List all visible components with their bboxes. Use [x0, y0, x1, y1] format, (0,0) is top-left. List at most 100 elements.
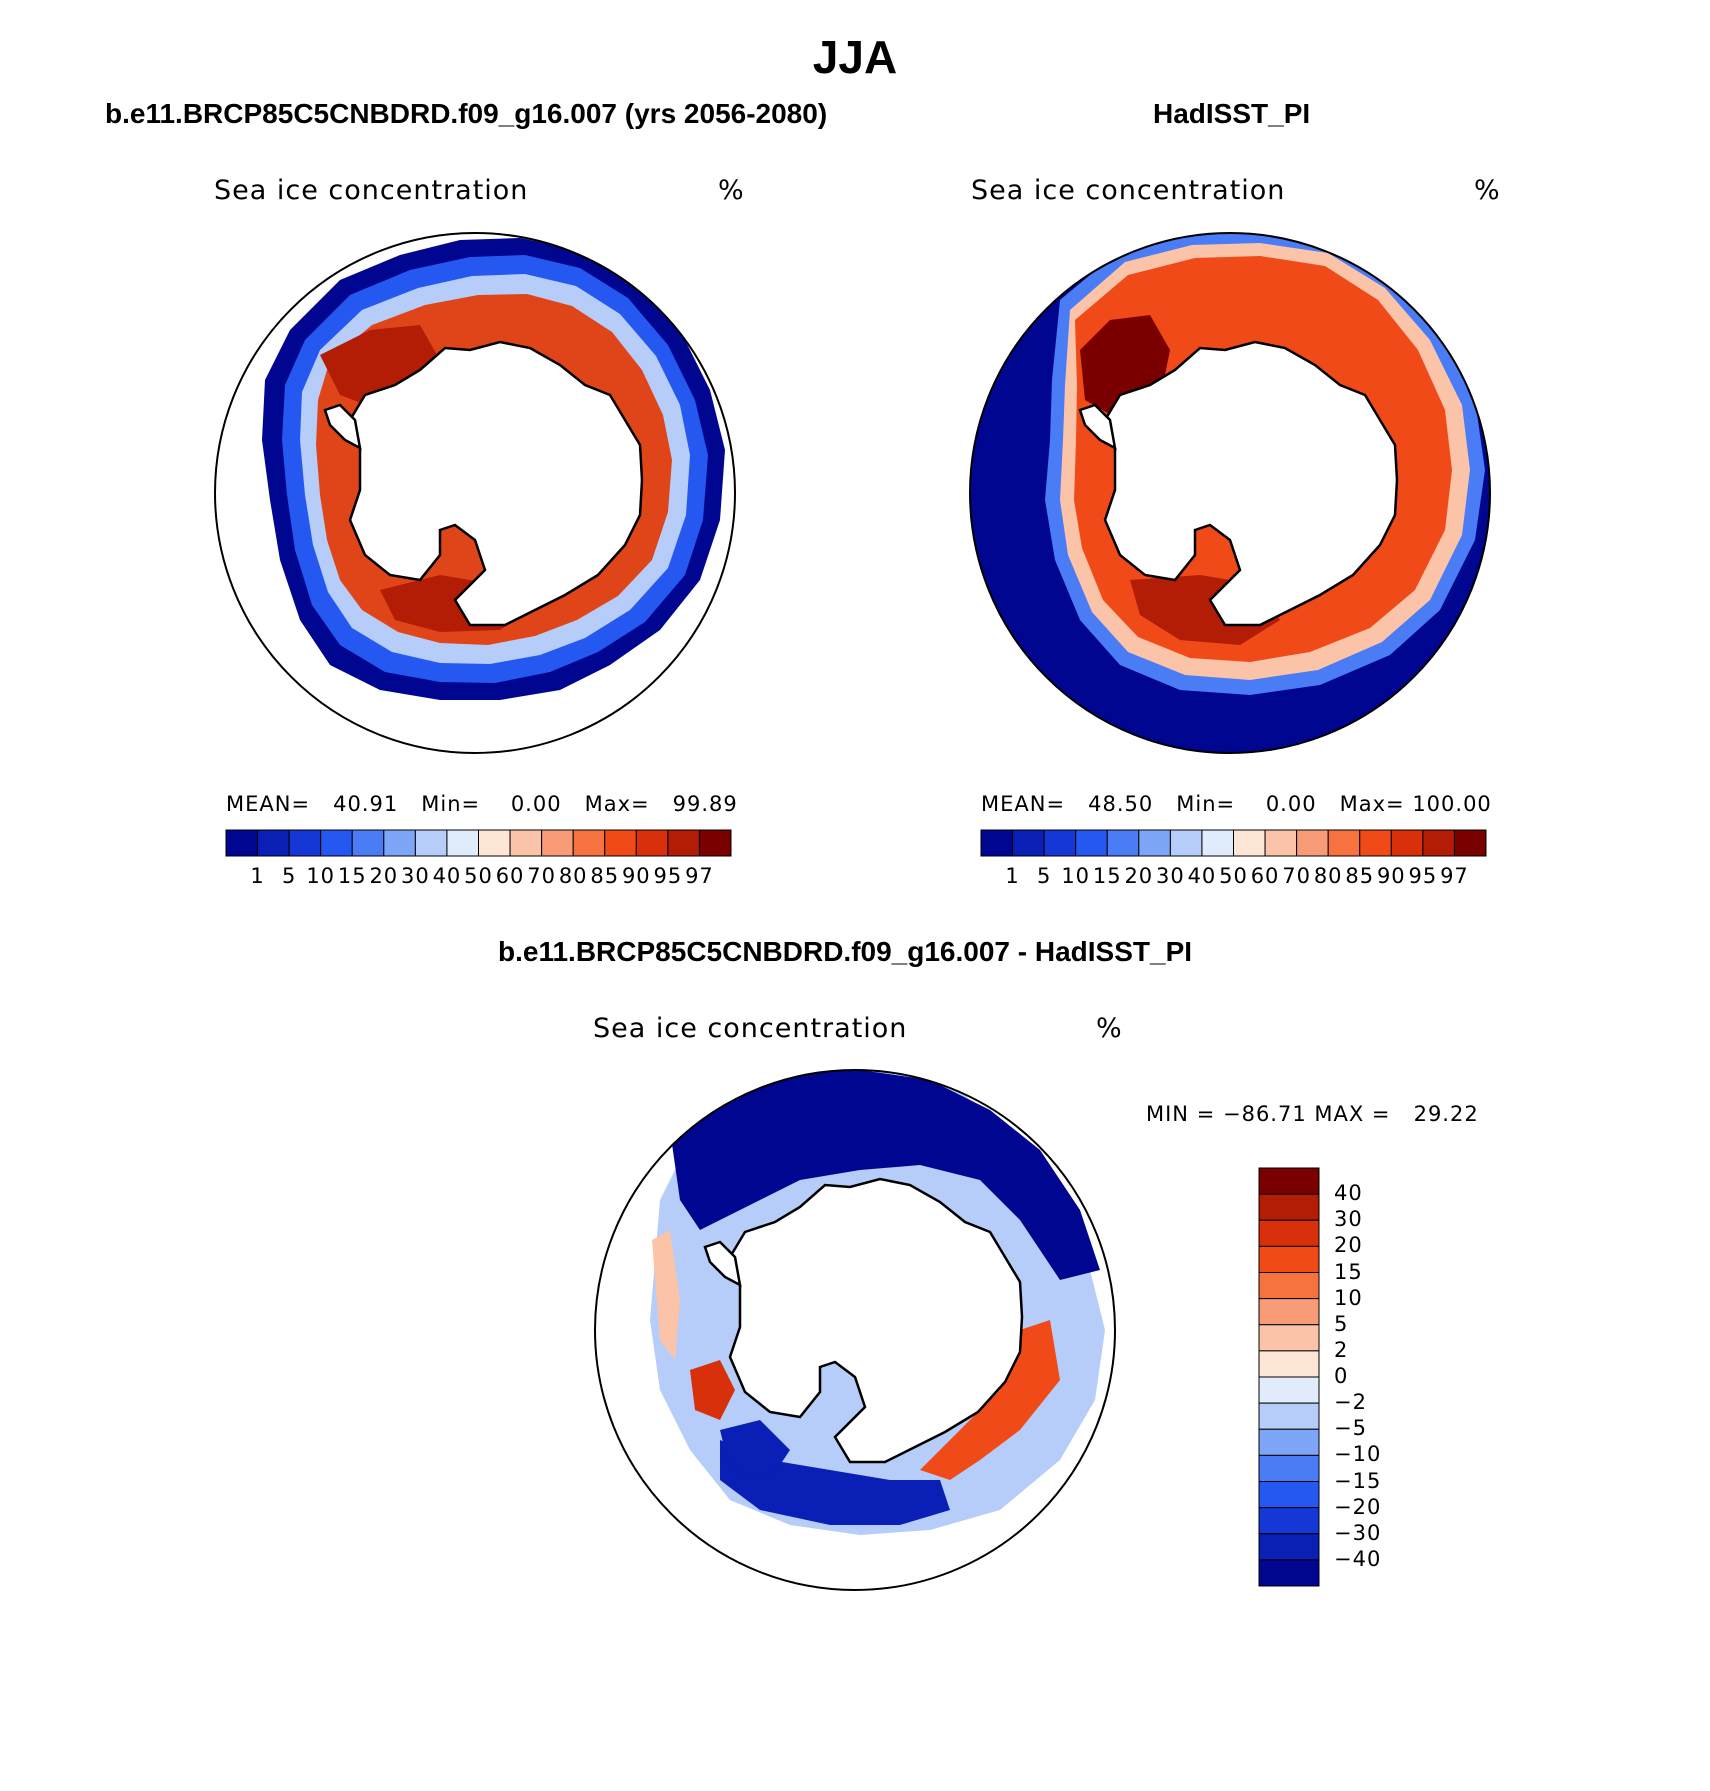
obs-colorbar-swatch [1106, 829, 1140, 857]
obs-mean-label: MEAN= [981, 792, 1066, 816]
obs-colorbar-swatch [1233, 829, 1266, 857]
model-colorbar-swatch [541, 829, 574, 857]
diff-colorbar-tick-label: −30 [1334, 1520, 1382, 1545]
diff-colorbar-tick-label: −40 [1334, 1546, 1382, 1571]
obs-colorbar-tick-label: 80 [1313, 864, 1343, 888]
model-colorbar-tick-label: 85 [590, 864, 620, 888]
model-colorbar-tick-label: 60 [495, 864, 525, 888]
model-colorbar-swatch [635, 829, 669, 857]
diff-colorbar-swatch [1258, 1245, 1320, 1273]
diff-colorbar-swatch [1258, 1324, 1320, 1352]
diff-colorbar-labels: 40 30 20 15 10 5 2 0 −2 −5 −10 −15 −20 −30 −40 [1326, 1167, 1416, 1587]
obs-colorbar-swatch [1075, 829, 1108, 857]
diff-pale-red-west [652, 1230, 680, 1360]
obs-min-label: Min= [1176, 792, 1236, 816]
obs-colorbar-tick-label: 50 [1219, 864, 1248, 888]
model-colorbar-tick-label: 1 [250, 864, 265, 888]
model-min-label: Min= [421, 792, 481, 816]
model-panel-title: b.e11.BRCP85C5CNBDRD.f09_g16.007 (yrs 20… [105, 98, 828, 129]
diff-colorbar-swatch [1258, 1350, 1320, 1378]
model-colorbar-tick-label: 30 [401, 864, 430, 888]
model-variable-label: Sea ice concentration [214, 175, 529, 206]
model-colorbar-swatch [604, 829, 637, 857]
diff-colorbar-tick-label: −5 [1334, 1416, 1367, 1441]
obs-colorbar-swatch [1422, 829, 1455, 857]
obs-colorbar-tick-label: 97 [1440, 864, 1469, 888]
diff-stats: MIN = −86.71 MAX = 29.22 [1146, 1102, 1479, 1126]
diff-dark-blue-north [670, 1070, 1100, 1280]
diff-colorbar-tick-label: 40 [1334, 1181, 1363, 1206]
diff-units-label: % [1096, 1013, 1123, 1044]
obs-colorbar-tick-label: 20 [1124, 864, 1154, 888]
diff-antarctica [728, 1177, 1024, 1464]
model-colorbar-tick-label: 95 [653, 864, 683, 888]
model-mean-value: 40.91 [333, 792, 399, 816]
diff-red-west [690, 1360, 735, 1420]
obs-mean-value: 48.50 [1088, 792, 1154, 816]
diff-colorbar-tick-label: 5 [1334, 1311, 1349, 1336]
obs-colorbar-tick-label: 95 [1408, 864, 1438, 888]
model-colorbar-tick-label: 97 [685, 864, 714, 888]
model-max-label: Max= [584, 792, 650, 816]
model-colorbar-swatch [698, 829, 732, 857]
diff-colorbar-swatch [1258, 1402, 1320, 1430]
model-colorbar-tick-label: 80 [558, 864, 588, 888]
obs-colorbar-tick-label: 70 [1282, 864, 1311, 888]
diff-max-label: MAX = [1314, 1102, 1391, 1126]
diff-dark-blue-southwest [720, 1420, 790, 1480]
diff-colorbar-swatch [1258, 1167, 1320, 1195]
diff-colorbar-swatch [1258, 1454, 1320, 1482]
model-antarctica [348, 340, 644, 627]
obs-colorbar-tick-label: 10 [1061, 864, 1091, 888]
model-colorbar-swatch [509, 829, 543, 857]
model-peninsula [323, 403, 362, 451]
obs-units-label: % [1474, 175, 1501, 206]
diff-colorbar-swatch [1258, 1219, 1320, 1247]
diff-min-value: −86.71 [1222, 1102, 1307, 1126]
model-colorbar-tick-label: 70 [527, 864, 556, 888]
obs-colorbar-swatch [1390, 829, 1424, 857]
diff-colorbar-swatch [1258, 1481, 1320, 1509]
model-colorbar-swatch [667, 829, 700, 857]
diff-colorbar-swatch [1258, 1272, 1320, 1300]
model-colorbar [225, 829, 732, 857]
obs-max-label: Max= [1339, 792, 1405, 816]
diff-colorbar-swatch [1258, 1376, 1320, 1404]
obs-colorbar-tick-label: 85 [1345, 864, 1375, 888]
obs-colorbar-tick-label: 30 [1156, 864, 1185, 888]
model-max-value: 99.89 [672, 792, 738, 816]
model-colorbar-swatch [414, 829, 448, 857]
model-colorbar-tick-label: 15 [337, 864, 367, 888]
obs-colorbar-tick-label: 90 [1376, 864, 1406, 888]
model-colorbar-tick-label: 10 [306, 864, 336, 888]
obs-colorbar-tick-label: 40 [1187, 864, 1217, 888]
diff-colorbar-tick-label: −2 [1334, 1390, 1367, 1415]
obs-min-value: 0.00 [1265, 792, 1317, 816]
diff-colorbar-swatch [1258, 1559, 1320, 1587]
diff-colorbar-tick-label: 30 [1334, 1207, 1363, 1232]
obs-colorbar-tick-label: 15 [1092, 864, 1122, 888]
obs-colorbar-swatch [1012, 829, 1045, 857]
diff-colorbar-swatch [1258, 1298, 1320, 1326]
model-colorbar-swatch [446, 829, 479, 857]
obs-map-boundary [969, 232, 1491, 754]
obs-variable-label: Sea ice concentration [971, 175, 1286, 206]
obs-colorbar-tick-label: 60 [1250, 864, 1280, 888]
obs-colorbar-swatch [1359, 829, 1392, 857]
obs-colorbar-tick-label: 1 [1005, 864, 1020, 888]
obs-colorbar-labels: 1 5 10 15 20 30 40 50 60 70 80 85 90 95 97 [981, 864, 1486, 890]
model-colorbar-tick-label: 50 [464, 864, 493, 888]
diff-colorbar-tick-label: 2 [1334, 1337, 1349, 1362]
diff-colorbar-tick-label: 10 [1334, 1285, 1363, 1310]
diff-peninsula [703, 1240, 742, 1288]
diff-colorbar-swatch [1258, 1507, 1320, 1535]
diff-colorbar [1258, 1167, 1320, 1587]
diff-min-label: MIN = [1146, 1102, 1216, 1126]
diff-colorbar-tick-label: 0 [1334, 1364, 1349, 1388]
obs-colorbar-swatch [1169, 829, 1203, 857]
obs-panel-title: HadISST_PI [1153, 98, 1311, 129]
model-min-value: 0.00 [510, 792, 562, 816]
